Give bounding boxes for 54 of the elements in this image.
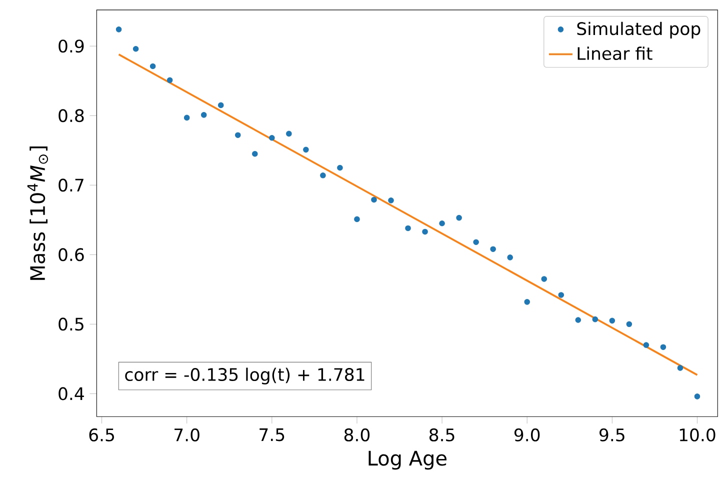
point [166, 77, 173, 83]
point [116, 26, 122, 32]
point [439, 220, 445, 226]
point [609, 318, 616, 324]
x-tick-label: 8.0 [344, 428, 370, 442]
y-tick-label: 0.7 [58, 178, 84, 192]
point [422, 228, 428, 234]
x-tick-label: 6.5 [89, 428, 114, 442]
y-tick-label: 0.8 [58, 108, 84, 122]
point [694, 393, 700, 400]
x-tick-label: 7.5 [260, 428, 284, 441]
point [558, 292, 564, 298]
point [490, 246, 496, 252]
legend-label: Linear fit [578, 46, 652, 60]
point [303, 146, 309, 152]
x-tick-label: 9.0 [514, 428, 540, 442]
point [626, 321, 632, 327]
point [575, 316, 582, 323]
point [132, 46, 139, 52]
point [677, 364, 684, 371]
point [354, 216, 360, 222]
y-tick-label: 0.5 [58, 317, 84, 330]
point [218, 102, 224, 108]
x-tick-label: 8.5 [429, 428, 454, 442]
point [150, 63, 156, 69]
point [524, 298, 530, 305]
point [643, 342, 650, 348]
point [286, 130, 292, 136]
y-axis-title: Mass [10$^{4}$M$_{⊙}$] [27, 146, 48, 280]
point [184, 114, 190, 120]
point [541, 276, 548, 282]
x-tick-label: 9.5 [600, 428, 624, 442]
point [234, 132, 241, 138]
point [269, 134, 275, 141]
point [371, 196, 377, 202]
y-tick-label: 0.9 [58, 39, 84, 52]
x-tick-label: 10.0 [680, 428, 716, 442]
point [405, 225, 411, 231]
point [337, 164, 343, 170]
legend-label: Simulated pop [577, 22, 700, 38]
point [388, 197, 394, 204]
point [507, 254, 513, 260]
point [473, 239, 479, 245]
point [320, 172, 326, 178]
y-tick-label: 0.4 [58, 386, 84, 400]
x-tick-label: 7.0 [174, 428, 200, 442]
point [592, 316, 598, 322]
annotation: corr = -0.135 log(t) + 1.781 [125, 367, 364, 384]
point [252, 150, 258, 157]
x-axis-title: Log Age [368, 450, 446, 470]
y-tick-label: 0.6 [58, 248, 84, 261]
point [456, 214, 462, 220]
point [660, 344, 666, 350]
point [200, 112, 207, 118]
